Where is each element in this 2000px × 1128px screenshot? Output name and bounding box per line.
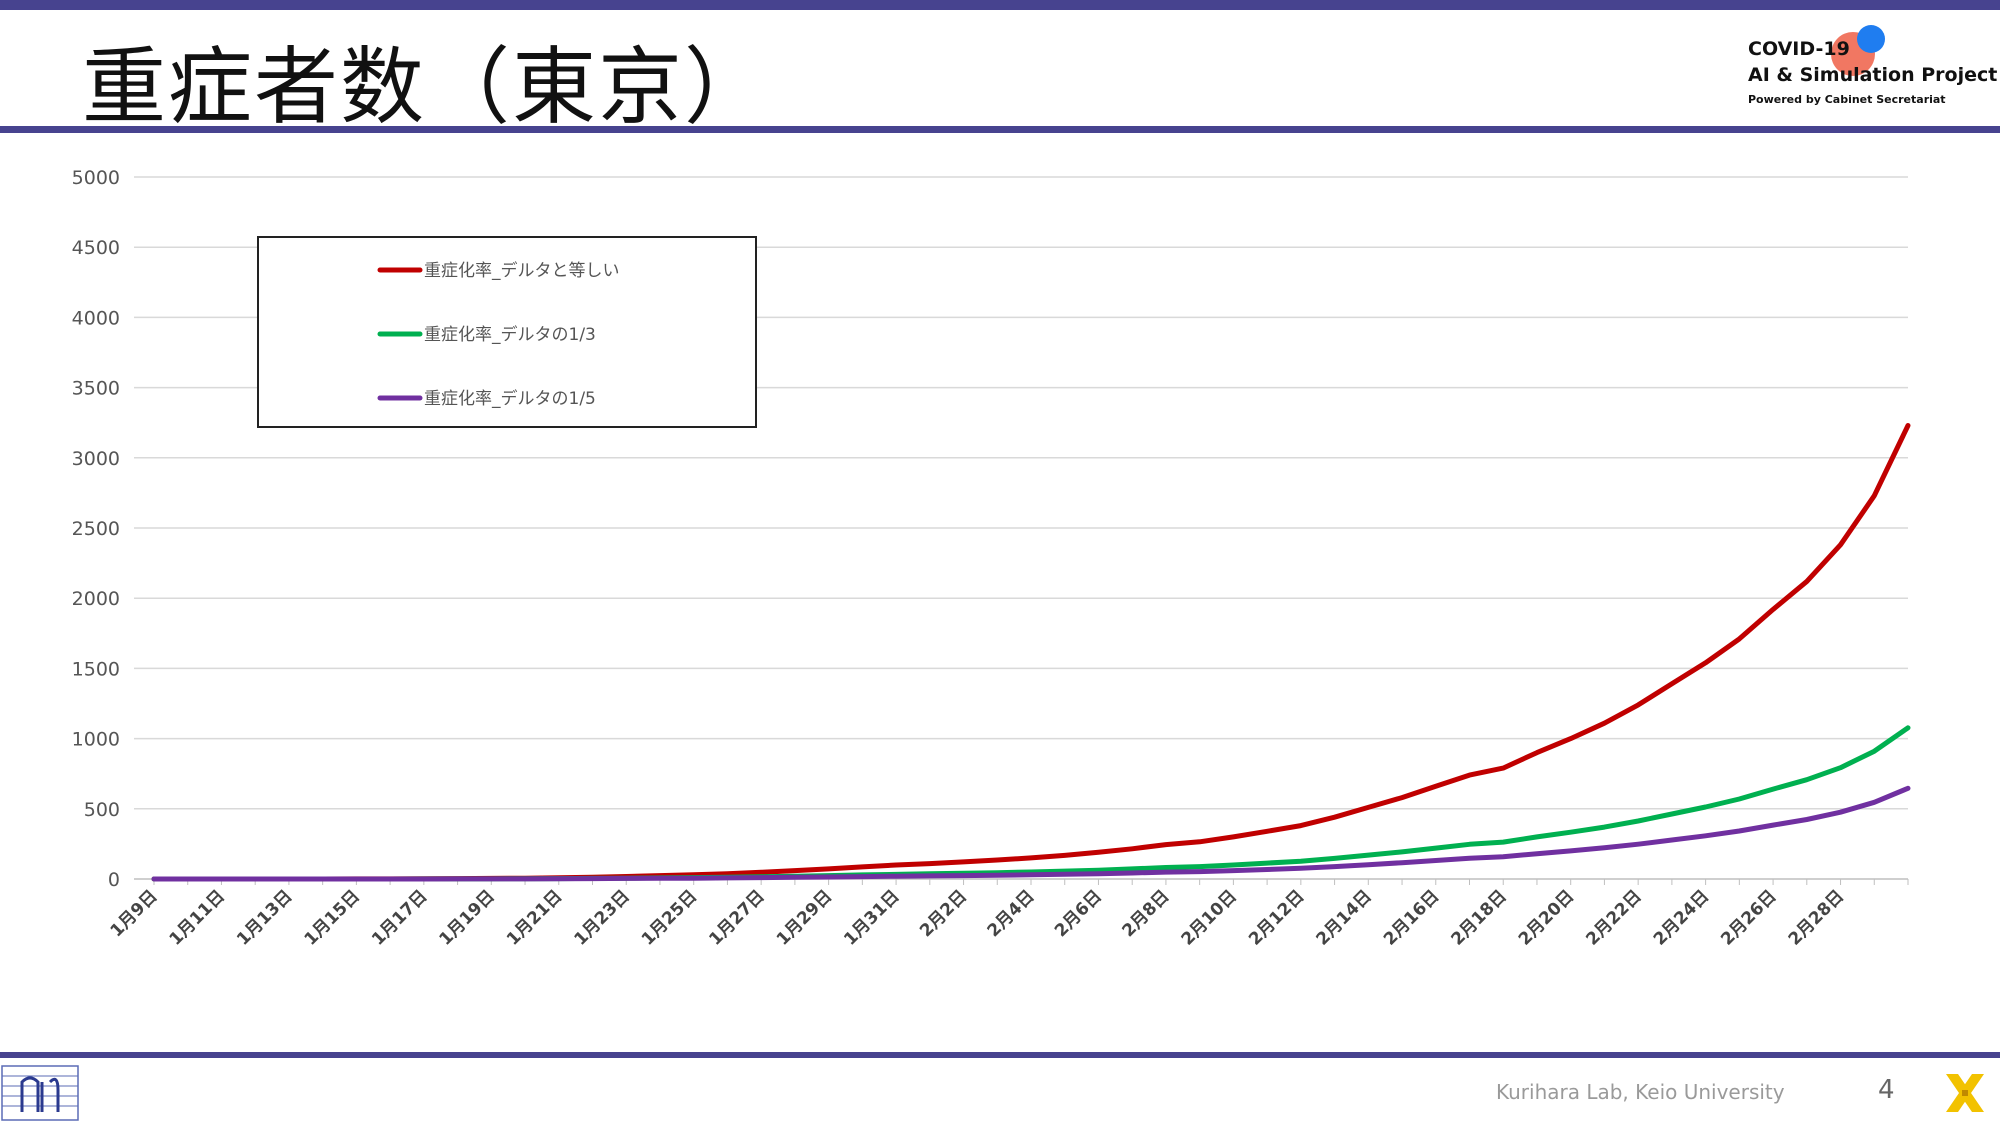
y-tick-label: 3000 — [72, 448, 120, 470]
legend-box — [257, 236, 757, 428]
y-tick-label: 5000 — [72, 167, 120, 189]
x-tick-label: 2月18日 — [1447, 886, 1510, 949]
series-line-1 — [151, 423, 1911, 882]
y-tick-label: 3500 — [72, 378, 120, 400]
x-axis: 1月9日 1月11日 1月13日 1月15日 1月17日 1月19日 1月21日 1月23日 1… — [107, 878, 1909, 950]
x-tick-label: 1月31日 — [840, 886, 903, 949]
y-tick-label: 500 — [84, 799, 120, 821]
x-tick-label: 1月25日 — [638, 886, 701, 949]
x-tick-label: 1月11日 — [166, 886, 229, 949]
x-tick-label: 2月8日 — [1119, 886, 1174, 941]
severe-cases-chart: 0 500 1000 1500 2000 2500 3000 3500 4000 4500 5000… — [72, 167, 1911, 950]
x-tick-label: 2月28日 — [1785, 886, 1848, 949]
logo-blue-dot — [1857, 25, 1885, 53]
y-tick-label: 2500 — [72, 518, 120, 540]
x-tick-label: 2月12日 — [1245, 886, 1308, 949]
x-tick-label: 1月9日 — [107, 886, 162, 941]
series-line-3 — [151, 785, 1911, 882]
x-tick-label: 1月21日 — [503, 886, 566, 949]
project-logo: COVID-19 AI & Simulation Project Powered… — [1745, 22, 1997, 117]
x-logo-icon — [1940, 1068, 1990, 1118]
footer-band — [0, 1052, 2000, 1058]
x-tick-label: 1月17日 — [368, 886, 431, 949]
x-tick-label: 1月27日 — [705, 886, 768, 949]
x-tick-label: 2月24日 — [1650, 886, 1713, 949]
lab-logo-icon — [0, 1062, 80, 1124]
y-tick-label: 0 — [108, 869, 120, 891]
x-tick-label: 2月16日 — [1380, 886, 1443, 949]
footer-credit: Kurihara Lab, Keio University — [1496, 1080, 1785, 1104]
y-tick-label: 4000 — [72, 307, 120, 329]
x-tick-label: 1月29日 — [773, 886, 836, 949]
x-tick-label: 1月23日 — [570, 886, 633, 949]
legend-label-2: 重症化率_デルタの1/3 — [424, 324, 596, 345]
top-band — [0, 0, 2000, 10]
y-tick-label: 2000 — [72, 588, 120, 610]
page-title: 重症者数（東京） — [82, 38, 771, 136]
y-tick-label: 4500 — [72, 237, 120, 259]
legend-label-1: 重症化率_デルタと等しい — [424, 260, 620, 281]
x-tick-label: 2月2日 — [916, 886, 971, 941]
series-lines — [151, 423, 1911, 882]
logo-line-3: Powered by Cabinet Secretariat — [1748, 93, 1946, 106]
y-tick-label: 1500 — [72, 658, 120, 680]
page-number: 4 — [1878, 1075, 1895, 1105]
x-tick-label: 2月14日 — [1313, 886, 1376, 949]
x-tick-label: 2月26日 — [1717, 886, 1780, 949]
legend-label-3: 重症化率_デルタの1/5 — [424, 388, 596, 409]
header-band — [0, 126, 2000, 133]
logo-line-2: AI & Simulation Project — [1748, 64, 1998, 86]
y-axis-ticks: 0 500 1000 1500 2000 2500 3000 3500 4000 4500 5000 — [72, 167, 120, 891]
y-tick-label: 1000 — [72, 729, 120, 751]
x-tick-label: 2月10日 — [1178, 886, 1241, 949]
x-tick-label: 1月19日 — [436, 886, 499, 949]
logo-line-1: COVID-19 — [1748, 38, 1850, 60]
x-tick-label: 2月6日 — [1051, 886, 1106, 941]
x-tick-label: 1月15日 — [301, 886, 364, 949]
x-tick-label: 2月4日 — [984, 886, 1039, 941]
x-tick-label: 1月13日 — [233, 886, 296, 949]
x-tick-label: 2月20日 — [1515, 886, 1578, 949]
x-tick-label: 2月22日 — [1582, 886, 1645, 949]
